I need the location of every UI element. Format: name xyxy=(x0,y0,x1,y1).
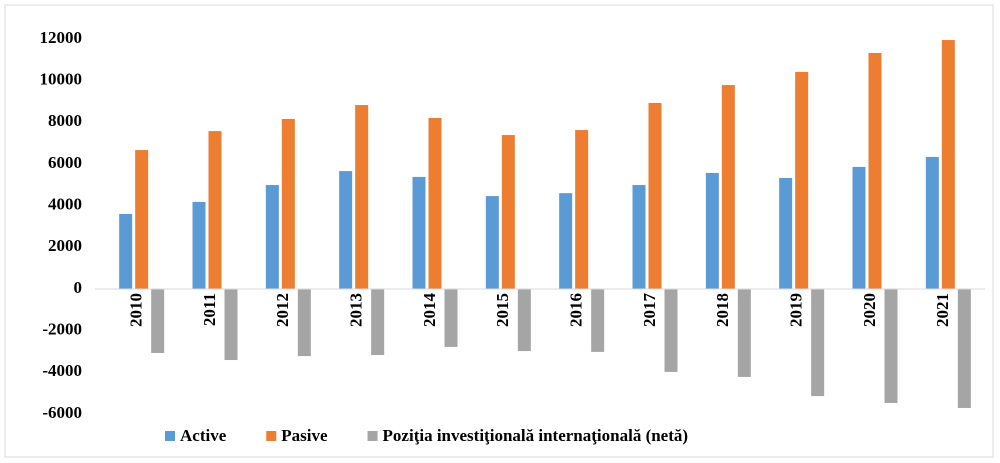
x-tick-label: 2010 xyxy=(127,293,146,327)
legend-swatch xyxy=(165,431,175,441)
bar xyxy=(281,119,295,289)
chart-border xyxy=(4,4,994,458)
x-tick-label: 2018 xyxy=(713,293,732,327)
bar xyxy=(811,289,825,397)
bar xyxy=(559,193,573,289)
x-tick-label: 2020 xyxy=(860,293,879,327)
y-tick-label: -6000 xyxy=(42,403,82,422)
bar xyxy=(779,177,793,289)
y-tick-label: -2000 xyxy=(42,320,82,339)
bar xyxy=(428,117,442,289)
bar xyxy=(737,289,751,377)
bar xyxy=(664,289,678,372)
y-tick-label: 12000 xyxy=(40,28,83,47)
y-tick-label: -4000 xyxy=(42,361,82,380)
bar xyxy=(339,171,353,289)
legend-label: Pasive xyxy=(281,426,328,445)
x-tick-label: 2019 xyxy=(787,293,806,327)
x-tick-label: 2021 xyxy=(933,293,952,327)
legend-label: Poziţia investiţională internaţională (n… xyxy=(383,426,689,445)
bar xyxy=(192,201,206,289)
legend-label: Active xyxy=(180,426,227,445)
y-tick-label: 4000 xyxy=(48,195,82,214)
legend-swatch xyxy=(266,431,277,441)
bar xyxy=(485,196,499,289)
bar xyxy=(941,40,955,289)
y-tick-label: 2000 xyxy=(48,236,82,255)
bar xyxy=(925,156,939,289)
x-tick-label: 2012 xyxy=(273,293,292,327)
bar xyxy=(591,289,605,352)
bar xyxy=(795,71,809,290)
bar xyxy=(119,214,133,289)
bar xyxy=(224,289,238,361)
x-tick-label: 2014 xyxy=(420,293,439,328)
bar xyxy=(721,85,735,290)
x-tick-label: 2011 xyxy=(200,293,219,326)
y-tick-label: 8000 xyxy=(48,111,82,130)
bar xyxy=(297,289,311,357)
bar xyxy=(852,166,866,289)
bar xyxy=(371,289,385,356)
x-tick-label: 2015 xyxy=(493,293,512,327)
y-tick-label: 10000 xyxy=(40,70,83,89)
bar xyxy=(705,172,719,289)
bar xyxy=(151,289,165,353)
bar xyxy=(444,289,458,347)
bar xyxy=(884,289,898,403)
bar xyxy=(868,52,882,290)
bar xyxy=(412,176,426,289)
bar xyxy=(501,135,515,289)
bar xyxy=(265,185,279,289)
y-tick-label: 6000 xyxy=(48,153,82,172)
bar xyxy=(575,130,589,289)
bar xyxy=(517,289,531,352)
bar xyxy=(208,131,222,289)
x-tick-label: 2013 xyxy=(347,293,366,327)
x-tick-label: 2016 xyxy=(567,293,586,327)
bar xyxy=(632,185,646,289)
y-tick-label: 0 xyxy=(74,278,83,297)
bar xyxy=(135,150,149,289)
bar xyxy=(355,105,369,290)
bar xyxy=(957,289,971,408)
x-tick-label: 2017 xyxy=(640,293,659,328)
legend-swatch xyxy=(367,431,378,441)
bar xyxy=(648,102,662,289)
